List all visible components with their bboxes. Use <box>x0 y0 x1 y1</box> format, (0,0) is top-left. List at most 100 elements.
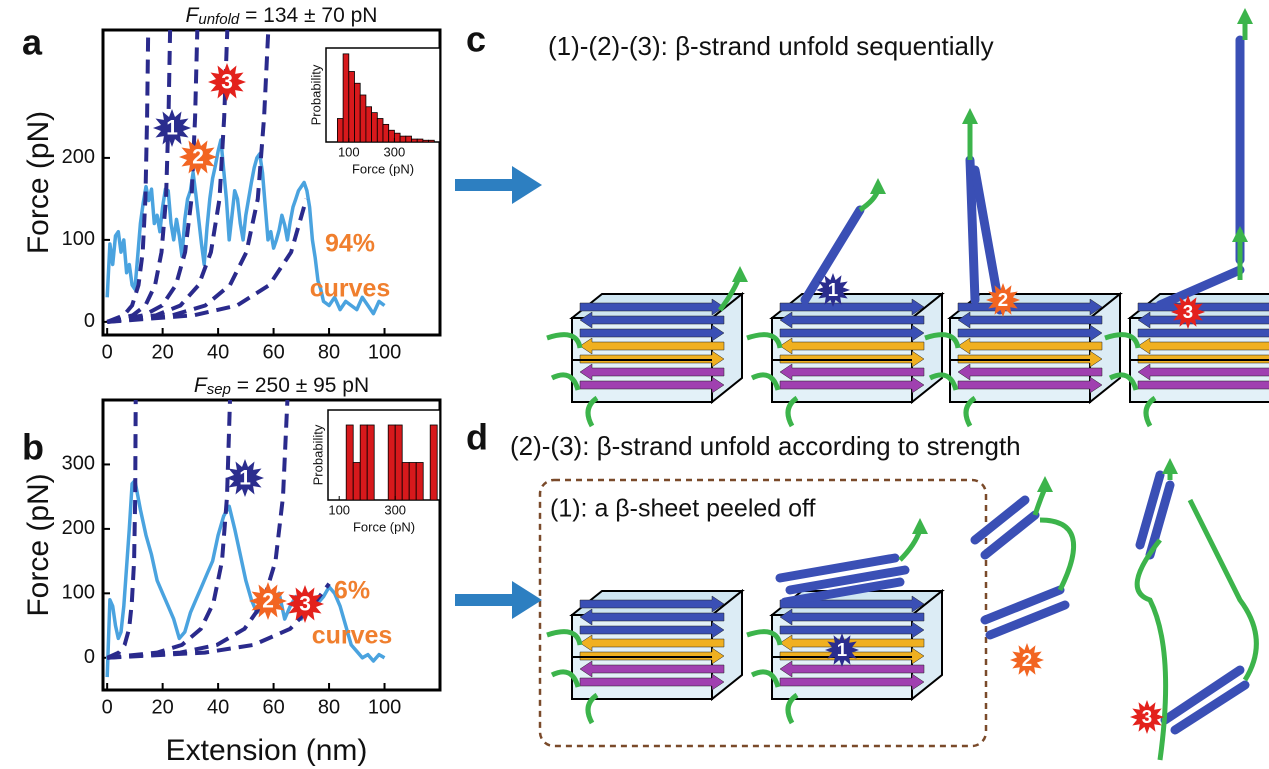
arrow-head <box>512 166 542 204</box>
beta-strand <box>579 324 725 342</box>
beta-strand <box>1137 328 1269 338</box>
hist-bar <box>342 53 350 143</box>
x-tick-label: 60 <box>262 341 284 363</box>
fit-curve <box>107 400 290 660</box>
unfolded-strand <box>980 585 1065 625</box>
unfolded-strand <box>780 577 905 607</box>
plot-area <box>105 30 386 324</box>
caption: (1): a β-sheet peeled off <box>550 495 816 523</box>
hist-bar <box>387 424 396 501</box>
hist-bar <box>416 138 424 143</box>
unfolded-strand <box>1155 265 1245 310</box>
caption: (2)-(3): β-strand unfold according to st… <box>510 431 1021 461</box>
burst-icon <box>1010 643 1044 677</box>
x-tick-label: 20 <box>152 696 174 718</box>
y-tick-label: 0 <box>84 310 95 332</box>
arrow-head <box>962 108 978 124</box>
step-label: 2 <box>192 146 204 169</box>
annotation: curves <box>312 622 393 650</box>
panel-label: b <box>22 427 44 468</box>
arrow-head <box>1037 476 1053 492</box>
hist-bar <box>336 118 344 143</box>
x-tick-label: 100 <box>328 502 350 517</box>
beta-strand <box>1137 380 1269 390</box>
beta-strand <box>779 337 925 355</box>
hist-bar <box>422 139 429 143</box>
step-label: 3 <box>221 71 233 94</box>
beta-strand <box>1137 311 1269 329</box>
burst-icon <box>179 138 217 176</box>
title-part: unfold <box>198 11 240 28</box>
x-tick-label: 40 <box>207 696 229 718</box>
fit-curve <box>106 30 151 324</box>
beta-strand <box>779 311 925 329</box>
title-part: F <box>194 374 208 397</box>
hist-bar <box>359 94 367 143</box>
beta-strand <box>579 634 725 652</box>
unfolded-strand <box>1160 665 1245 725</box>
chart-title: Funfold = 134 ± 70 pN <box>186 4 378 28</box>
beta-strand <box>579 376 725 394</box>
beta-strand <box>579 595 725 613</box>
burst-icon <box>986 283 1020 317</box>
unfolded-strand <box>1135 470 1165 550</box>
step-label: 3 <box>1183 301 1193 322</box>
x-tick-label: 80 <box>318 696 340 718</box>
beta-strand <box>779 298 925 316</box>
unfolded-strand <box>785 565 910 595</box>
burst-icon <box>1171 295 1205 329</box>
loop <box>746 332 799 428</box>
x-tick-label: 40 <box>207 341 229 363</box>
step-label: 2 <box>998 289 1008 310</box>
burst-icon <box>816 273 850 307</box>
fit-curve <box>106 30 173 324</box>
beta-strand <box>1137 337 1269 355</box>
y-tick-label: 200 <box>62 146 95 168</box>
beta-strand <box>579 673 725 691</box>
beta-strand <box>957 363 1103 381</box>
hist-bar <box>352 462 361 501</box>
arrow-head <box>870 178 886 194</box>
unfolded-strand <box>965 155 980 305</box>
beta-strand <box>957 337 1103 355</box>
fit-curve <box>106 30 200 324</box>
beta-strand <box>579 363 725 381</box>
loop <box>1104 332 1157 428</box>
title-part: = 250 ± 95 pN <box>231 374 369 397</box>
fit-curve <box>106 30 230 324</box>
panel-label: a <box>22 22 43 63</box>
hist-bar <box>408 462 417 501</box>
fit-curve <box>107 198 309 324</box>
burst-icon <box>249 582 287 620</box>
step-label: 1 <box>837 639 847 660</box>
x-tick-label: 80 <box>318 341 340 363</box>
linker <box>1032 487 1048 516</box>
beta-strand <box>779 608 925 626</box>
hist-bar <box>388 129 395 143</box>
burst-icon <box>208 63 246 101</box>
unfolded-strand <box>970 495 1030 545</box>
burst-icon <box>153 109 191 147</box>
hist-bar <box>376 118 384 143</box>
burst-icon <box>825 633 859 667</box>
beta-strand <box>779 673 925 691</box>
plot-frame <box>101 28 442 337</box>
linker <box>1039 517 1077 592</box>
plot-area <box>105 400 386 678</box>
hist-bar <box>366 424 375 501</box>
hist-bar <box>345 424 354 501</box>
hist-bar <box>382 123 390 143</box>
hist-bar <box>401 462 410 501</box>
y-tick-label: 100 <box>62 582 95 604</box>
hist-bar <box>371 112 378 143</box>
linker <box>1134 498 1259 761</box>
loop <box>746 629 799 725</box>
annotation: curves <box>310 275 391 303</box>
arrow-head <box>732 266 748 282</box>
y-axis-label: Force (pN) <box>22 111 55 254</box>
y-axis-label: Probability <box>308 64 323 125</box>
burst-icon <box>286 585 324 623</box>
chart-title: Fsep = 250 ± 95 pN <box>194 374 369 398</box>
unfolded-strand <box>800 205 865 305</box>
step-label: 1 <box>828 279 838 300</box>
